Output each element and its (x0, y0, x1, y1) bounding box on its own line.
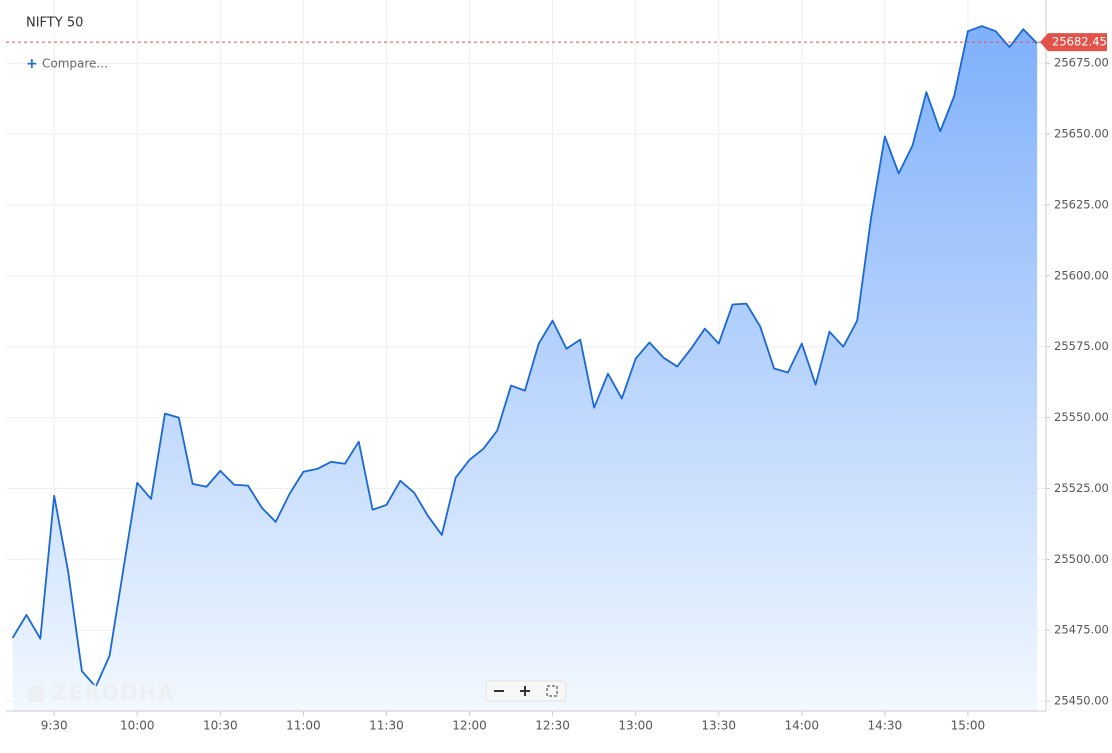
x-tick-label: 10:00 (120, 719, 155, 733)
y-tick-label: 25475.00 (1054, 623, 1109, 637)
x-tick-label: 15:00 (951, 719, 986, 733)
x-tick-label: 11:00 (286, 719, 321, 733)
x-tick-label: 11:30 (369, 719, 404, 733)
compare-plus[interactable]: + (26, 56, 38, 72)
x-tick-label: 9:30 (41, 719, 68, 733)
y-tick-label: 25550.00 (1054, 410, 1109, 424)
last-price-label: 25682.45 (1052, 35, 1107, 49)
watermark-logo (28, 686, 44, 702)
y-tick-label: 25675.00 (1054, 56, 1109, 70)
x-tick-label: 14:30 (868, 719, 903, 733)
compare-button[interactable]: Compare... (42, 57, 108, 71)
y-tick-label: 25625.00 (1054, 197, 1109, 211)
zoom-controls (485, 680, 567, 702)
x-tick-label: 14:00 (784, 719, 819, 733)
y-tick-label: 25450.00 (1054, 694, 1109, 708)
y-tick-label: 25650.00 (1054, 127, 1109, 141)
y-tick-label: 25575.00 (1054, 339, 1109, 353)
x-tick-label: 12:30 (535, 719, 570, 733)
x-tick-label: 13:00 (618, 719, 653, 733)
axes: 25450.00 25475.00 25500.00 25525.00 25550.00… (6, 33, 1109, 733)
price-line (11, 25, 1038, 688)
watermark: ZERODHA (52, 681, 175, 705)
plot (11, 25, 1038, 711)
last-price-tag (1040, 33, 1107, 52)
x-tick-label: 13:30 (701, 719, 736, 733)
x-tick-label: 12:00 (452, 719, 487, 733)
fullscreen[interactable] (546, 685, 558, 697)
x-tick-label: 10:30 (203, 719, 238, 733)
area-fill (12, 26, 1038, 711)
y-tick-label: 25525.00 (1054, 481, 1109, 495)
chart-title: NIFTY 50 (26, 16, 83, 31)
y-tick-label: 25600.00 (1054, 268, 1109, 282)
y-tick-label: 25500.00 (1054, 552, 1109, 566)
